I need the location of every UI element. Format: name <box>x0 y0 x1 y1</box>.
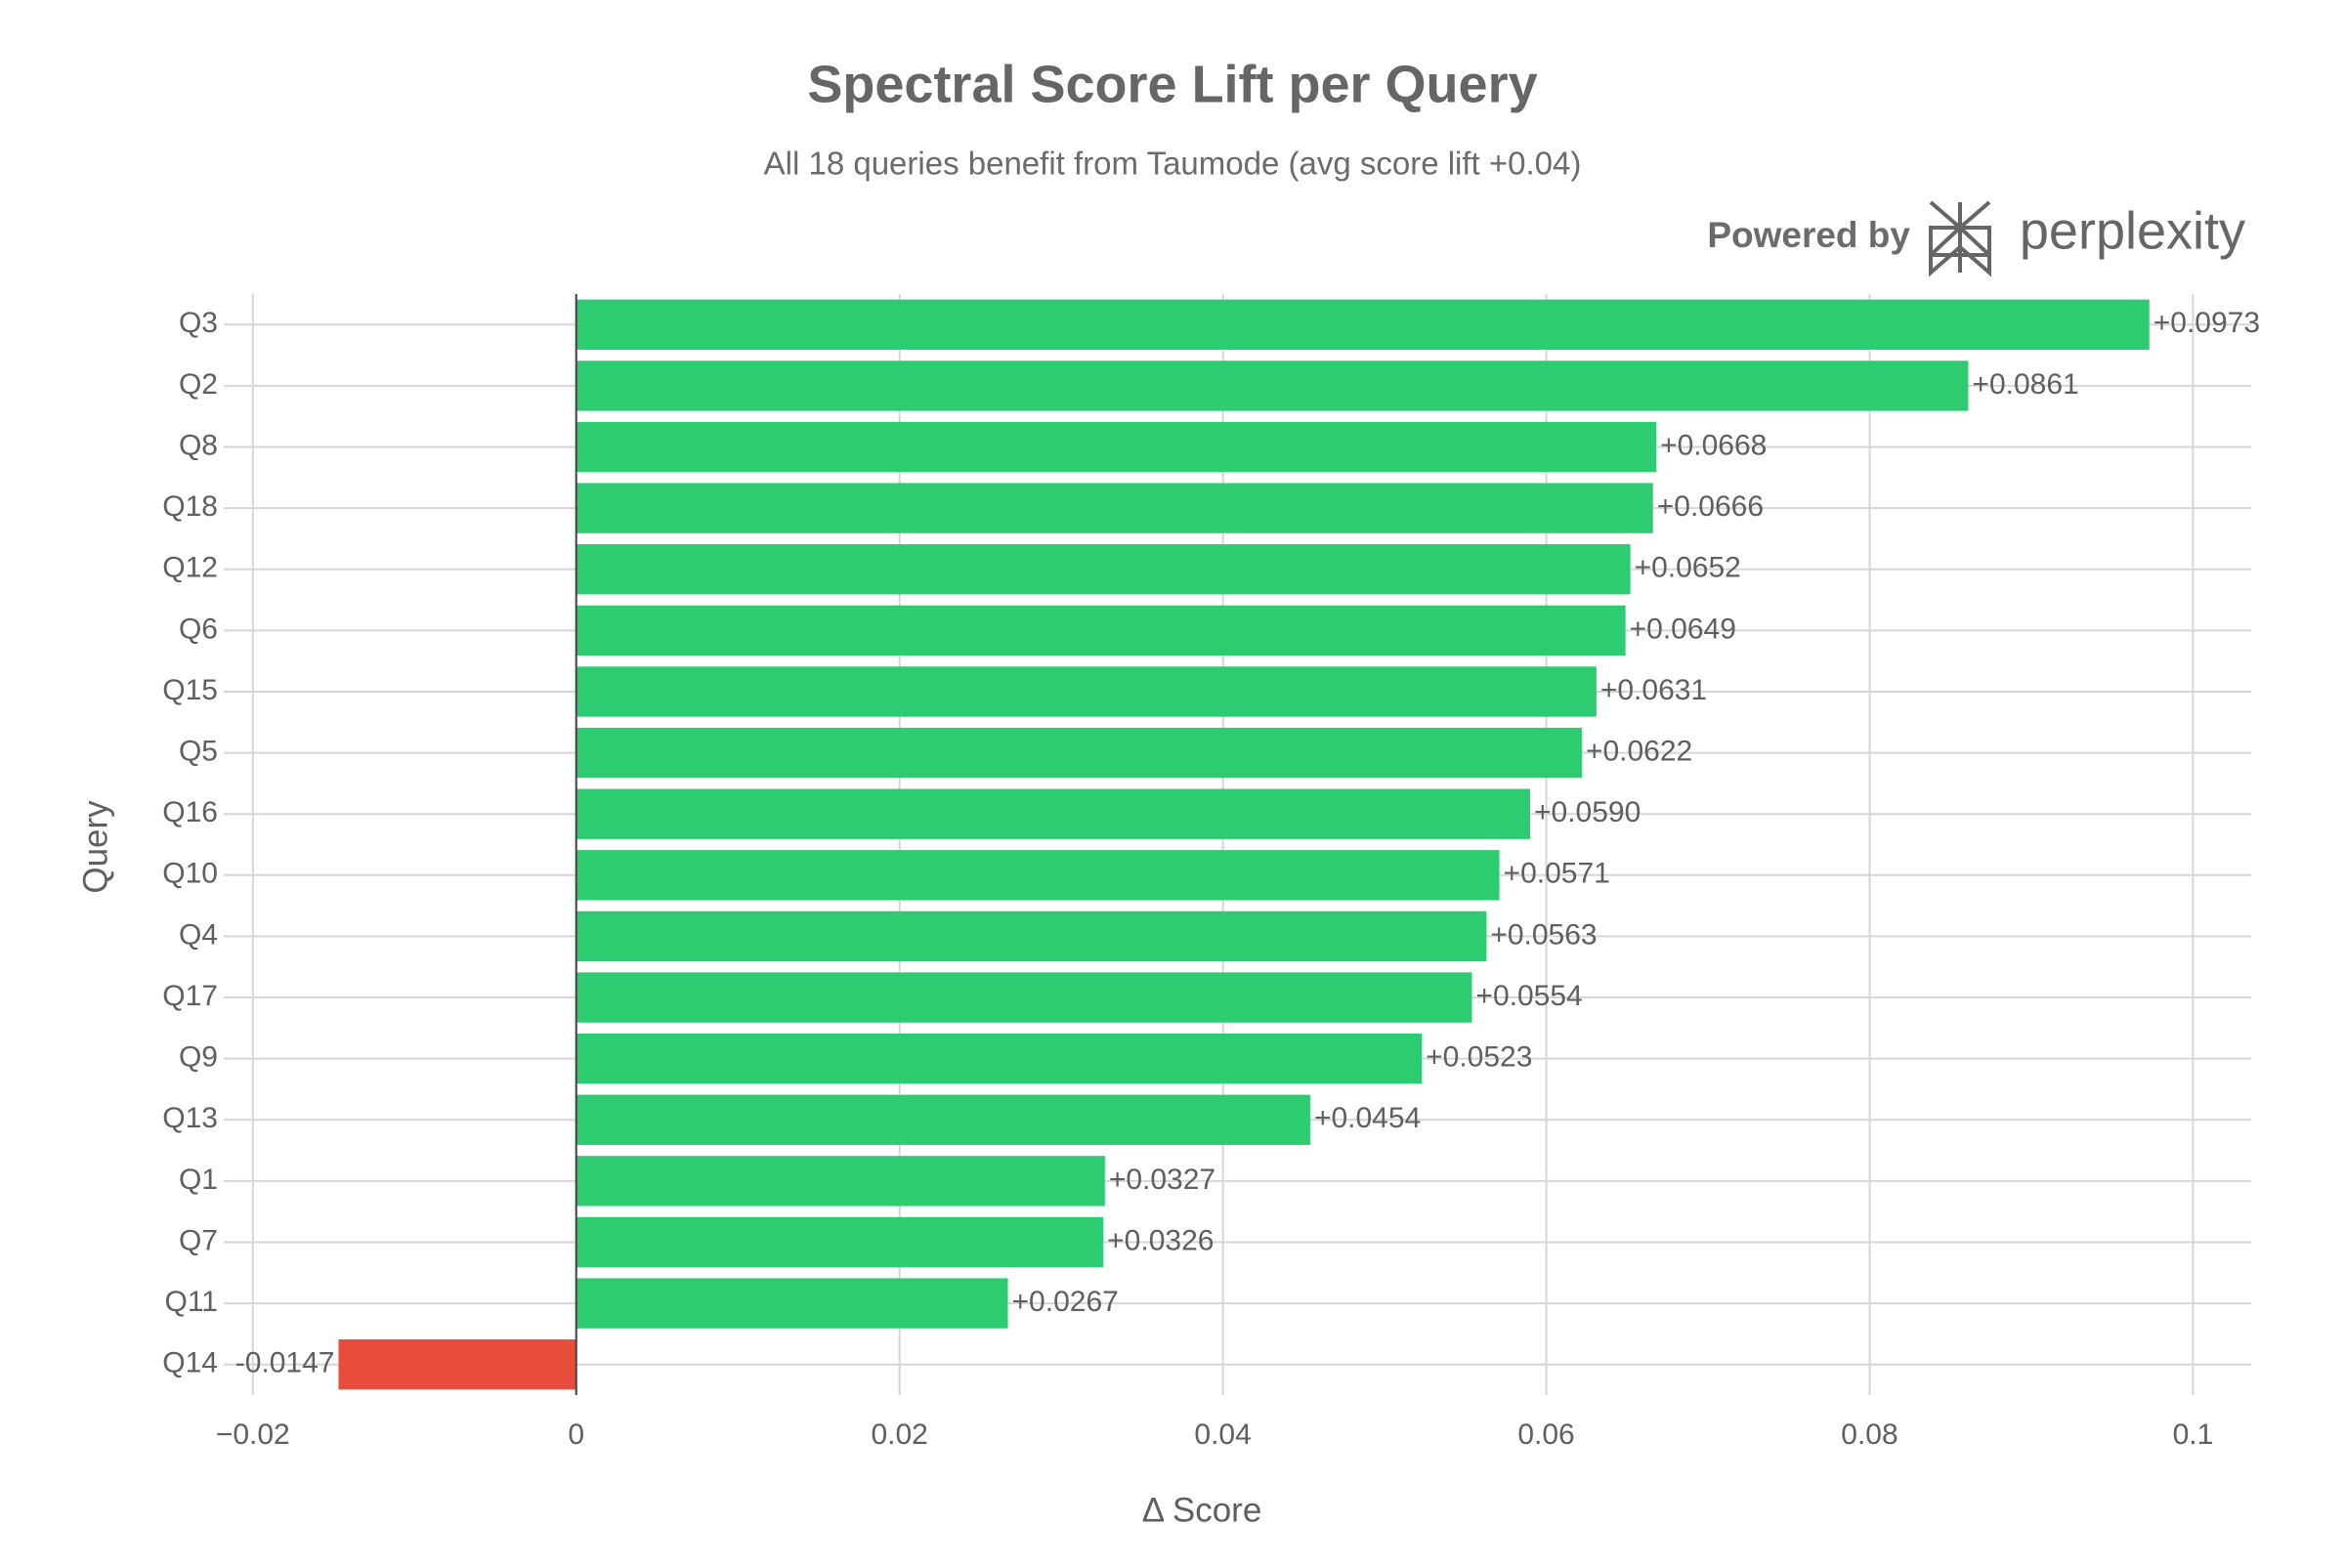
bar <box>338 1339 576 1390</box>
bar <box>576 911 1487 962</box>
value-label: +0.0267 <box>1012 1286 1119 1318</box>
y-tick-label: Q12 <box>162 552 218 584</box>
y-tick-label: Q14 <box>162 1347 218 1379</box>
value-label: +0.0523 <box>1426 1041 1532 1074</box>
value-label: +0.0563 <box>1490 918 1597 951</box>
y-tick-label: Q7 <box>179 1224 218 1256</box>
value-label: +0.0861 <box>1972 368 2078 401</box>
bar <box>576 972 1472 1023</box>
y-tick-label: Q6 <box>179 613 218 645</box>
value-label: +0.0327 <box>1109 1164 1215 1196</box>
y-axis-title: Query <box>76 800 114 894</box>
bar <box>576 1156 1105 1207</box>
bar <box>576 666 1597 717</box>
y-tick-label: Q9 <box>179 1041 218 1074</box>
perplexity-logo <box>1929 200 1991 277</box>
y-tick-label: Q15 <box>162 674 218 706</box>
x-tick-label: 0.02 <box>871 1419 927 1451</box>
x-tick-label: 0.08 <box>1841 1419 1897 1451</box>
bar <box>576 421 1657 473</box>
y-tick-label: Q3 <box>179 307 218 339</box>
bar <box>576 1216 1104 1268</box>
y-tick-label: Q2 <box>179 368 218 401</box>
chart-subtitle: All 18 queries benefit from Taumode (avg… <box>764 146 1582 182</box>
y-tick-label: Q13 <box>162 1102 218 1134</box>
watermark-brand: perplexity <box>2020 201 2245 260</box>
x-tick-label: −0.02 <box>216 1419 290 1451</box>
value-label: +0.0668 <box>1660 429 1767 461</box>
value-label: -0.0147 <box>235 1347 335 1379</box>
y-tick-label: Q8 <box>179 429 218 461</box>
y-tick-label: Q1 <box>179 1164 218 1196</box>
bar <box>576 1094 1310 1145</box>
y-tick-label: Q10 <box>162 858 218 890</box>
bar <box>576 544 1631 595</box>
y-tick-label: Q11 <box>165 1286 218 1318</box>
chart-title: Spectral Score Lift per Query <box>807 55 1537 113</box>
value-label: +0.0326 <box>1107 1224 1214 1256</box>
bar <box>576 1033 1423 1084</box>
x-tick-label: 0 <box>568 1419 584 1451</box>
value-label: +0.0652 <box>1635 552 1741 584</box>
value-label: +0.0590 <box>1534 796 1641 828</box>
value-label: +0.0631 <box>1600 674 1707 706</box>
bar <box>576 850 1500 901</box>
bar <box>576 605 1626 657</box>
value-label: +0.0571 <box>1504 858 1610 890</box>
bar <box>576 727 1582 779</box>
watermark-prefix: Powered by <box>1707 215 1910 255</box>
y-tick-label: Q16 <box>162 796 218 828</box>
value-label: +0.0649 <box>1630 613 1736 645</box>
y-tick-label: Q17 <box>162 980 218 1012</box>
x-tick-label: 0.06 <box>1517 1419 1574 1451</box>
y-tick-label: Q18 <box>162 490 218 523</box>
value-label: +0.0454 <box>1314 1102 1421 1134</box>
x-tick-label: 0.04 <box>1194 1419 1251 1451</box>
bar <box>576 299 2150 350</box>
value-label: +0.0554 <box>1475 980 1582 1012</box>
x-axis-title: Δ Score <box>1142 1491 1262 1529</box>
bar <box>576 1278 1008 1329</box>
x-tick-label: 0.1 <box>2173 1419 2214 1451</box>
value-label: +0.0622 <box>1586 736 1692 768</box>
y-tick-label: Q5 <box>179 736 218 768</box>
value-label: +0.0973 <box>2153 307 2260 339</box>
value-label: +0.0666 <box>1657 490 1764 523</box>
bar <box>576 788 1531 839</box>
bar <box>576 360 1969 411</box>
y-tick-label: Q4 <box>179 918 218 951</box>
bar <box>576 483 1653 533</box>
